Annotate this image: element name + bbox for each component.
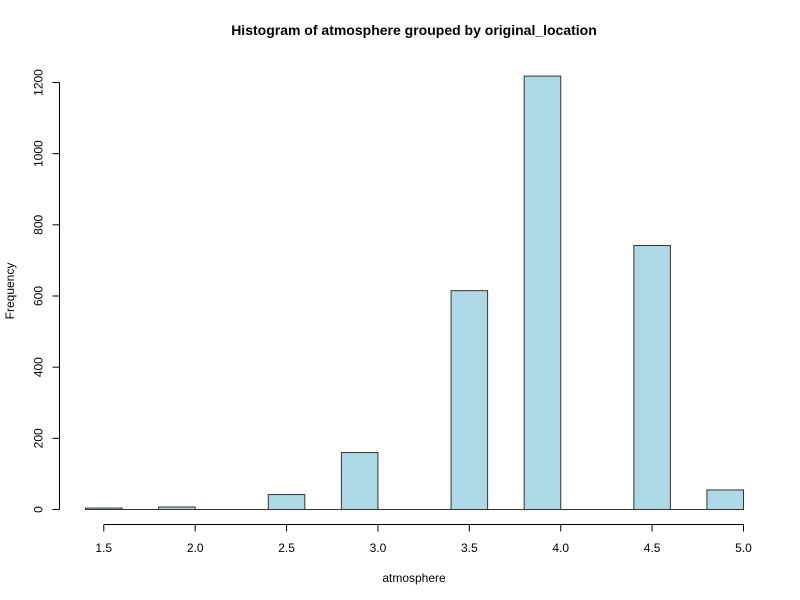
x-axis: 1.5 2.0 2.5 3.0 3.5 4.0 4.5 5.0 (95, 524, 752, 555)
y-tick-label: 800 (32, 215, 46, 235)
y-tick-label: 200 (32, 428, 46, 448)
x-tick-label: 4.0 (552, 541, 569, 555)
x-tick-label: 2.0 (187, 541, 204, 555)
x-axis-label: atmosphere (382, 571, 446, 585)
x-tick-label: 5.0 (735, 541, 752, 555)
histogram-bar (706, 489, 745, 511)
x-tick-label: 3.5 (461, 541, 478, 555)
x-tick-label: 1.5 (95, 541, 112, 555)
y-axis-label: Frequency (3, 263, 17, 320)
bars-group (85, 75, 745, 511)
histogram-bar (523, 75, 562, 510)
histogram-bar (633, 244, 671, 510)
y-axis: 0 200 400 600 800 1000 1200 (32, 69, 60, 513)
x-tick-label: 2.5 (278, 541, 295, 555)
histogram-bar (340, 452, 379, 511)
y-tick-label: 0 (32, 506, 46, 513)
x-tick-label: 3.0 (370, 541, 387, 555)
y-tick-label: 1200 (32, 69, 46, 96)
histogram-bar (267, 494, 306, 510)
chart-title: Histogram of atmosphere grouped by origi… (231, 22, 597, 38)
y-tick-label: 600 (32, 286, 46, 306)
y-tick-label: 400 (32, 357, 46, 377)
x-tick-label: 4.5 (644, 541, 661, 555)
y-tick-label: 1000 (32, 140, 46, 167)
histogram-bar (450, 290, 489, 510)
